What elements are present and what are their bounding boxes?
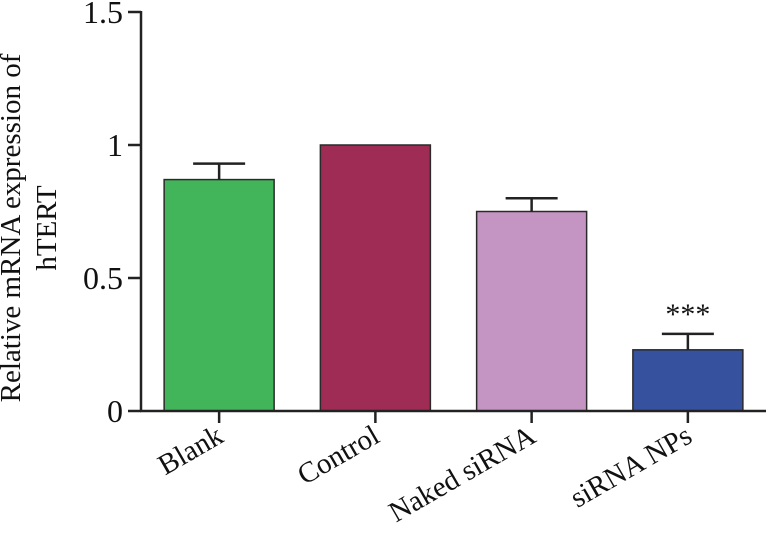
bars: [163, 144, 744, 412]
y-axis-ticks: 0 0.5 1 1.5: [83, 0, 141, 429]
y-axis-label-line-2: hTERT: [31, 185, 63, 271]
annotations: ***: [665, 298, 710, 331]
x-tick-label: Naked siRNA: [384, 419, 542, 528]
y-tick-label: 0.5: [83, 260, 123, 296]
x-tick-label: Control: [292, 419, 385, 491]
axes: [139, 11, 766, 413]
bar-control: [319, 144, 432, 412]
error-bars: [193, 162, 714, 350]
y-tick-label: 1: [107, 127, 123, 163]
y-axis-label-line-1: Relative mRNA expression of: [0, 53, 27, 402]
bar-blank: [163, 178, 275, 412]
y-axis-label: Relative mRNA expression of hTERT: [0, 53, 63, 402]
bar-naked-sirna: [475, 210, 588, 412]
y-tick-label: 1.5: [83, 0, 123, 30]
x-tick-label: Blank: [153, 419, 229, 482]
significance-annotation: ***: [665, 298, 710, 331]
bar-sirna-nps: [632, 349, 744, 412]
x-tick-label: siRNA NPs: [565, 419, 698, 514]
y-tick-label: 0: [107, 393, 123, 429]
